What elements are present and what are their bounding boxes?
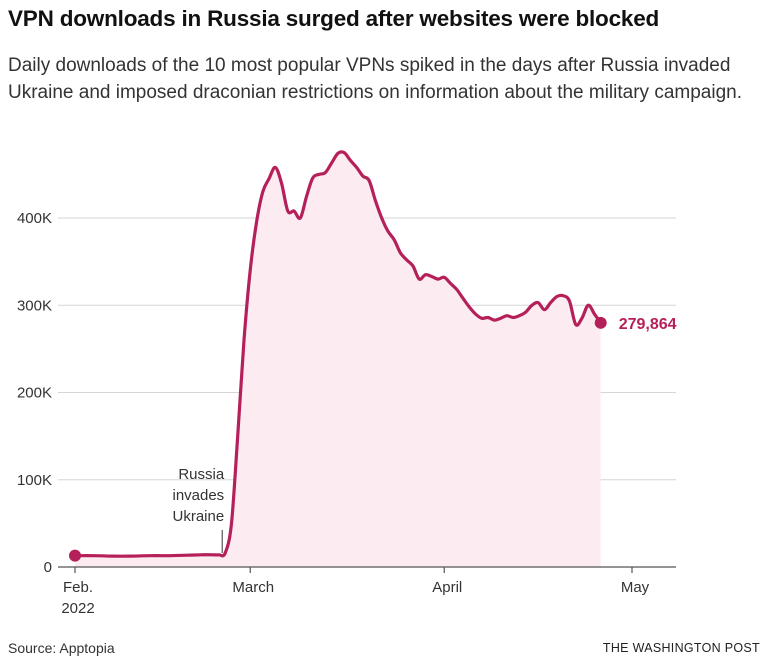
- markers: 279,864: [69, 316, 677, 562]
- end-value-label: 279,864: [619, 316, 677, 333]
- downloads-line: [73, 150, 603, 558]
- annotation-group: Russia invades Ukraine: [172, 466, 225, 553]
- source-note: Source: Apptopia: [8, 640, 115, 656]
- area-fill: [75, 151, 601, 567]
- annotation-text: Russia: [178, 466, 225, 483]
- start-point-marker: [69, 549, 81, 562]
- y-tick-label: 200K: [17, 385, 52, 402]
- annotation-text: invades: [172, 487, 224, 504]
- y-tick-label: 400K: [17, 210, 52, 227]
- x-tick-label-year: 2022: [61, 600, 94, 617]
- publisher-credit: THE WASHINGTON POST: [602, 641, 760, 655]
- y-tick-label: 100K: [17, 472, 52, 489]
- end-point-marker: [594, 316, 607, 329]
- x-tick-label: Feb.: [63, 579, 93, 596]
- x-tick-label: March: [232, 579, 274, 596]
- y-tick-label: 300K: [17, 297, 52, 314]
- x-tick-label: May: [621, 579, 650, 596]
- x-axis: Feb. 2022 March April May: [58, 566, 676, 617]
- x-tick-label: April: [432, 579, 462, 596]
- annotation-text: Ukraine: [173, 508, 225, 525]
- y-tick-label: 0: [44, 559, 52, 576]
- vpn-downloads-chart: 0 100K 200K 300K 400K Russia invades Ukraine 2…: [17, 150, 677, 617]
- chart-title: VPN downloads in Russia surged after web…: [8, 6, 660, 31]
- chart-subtitle: Daily downloads of the 10 most popular V…: [8, 55, 742, 103]
